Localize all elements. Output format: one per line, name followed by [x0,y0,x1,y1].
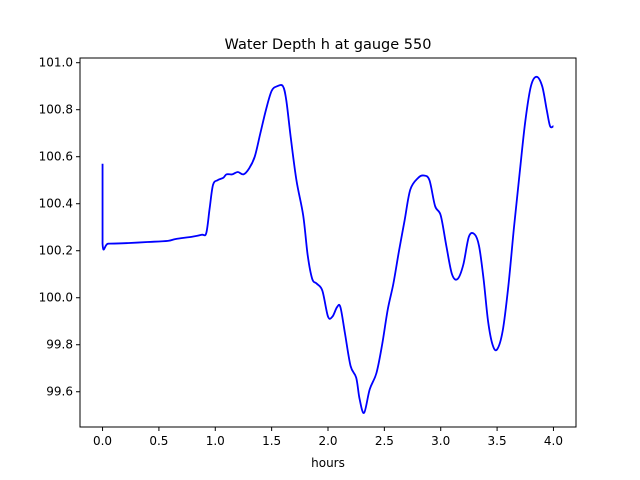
y-tick-label: 100.2 [39,244,73,258]
x-tick-label: 1.5 [262,434,281,448]
x-tick-label: 2.5 [375,434,394,448]
x-tick-label: 4.0 [544,434,563,448]
y-tick-label: 100.4 [39,197,73,211]
series-layer [101,75,554,414]
x-tick-label: 0.5 [149,434,168,448]
series-line [101,75,554,414]
y-tick-label: 100.6 [39,150,73,164]
x-tick-label: 0.0 [93,434,112,448]
x-axis: 0.0 0.5 1.0 1.5 2.0 2.5 3.0 3.5 4.0 [93,427,563,448]
chart-title: Water Depth h at gauge 550 [225,37,432,53]
y-tick-label: 99.8 [46,338,73,352]
x-tick-label: 3.5 [488,434,507,448]
y-tick-label: 101.0 [39,56,73,70]
x-tick-label: 1.0 [206,434,225,448]
y-tick-label: 100.0 [39,291,73,305]
x-axis-label: hours [311,456,345,470]
y-tick-label: 99.6 [46,385,73,399]
y-tick-label: 100.8 [39,103,73,117]
x-tick-label: 3.0 [431,434,450,448]
y-axis: 99.6 99.8 100.0 100.2 100.4 100.6 100.8 101.0 [39,56,80,399]
x-tick-label: 2.0 [318,434,337,448]
